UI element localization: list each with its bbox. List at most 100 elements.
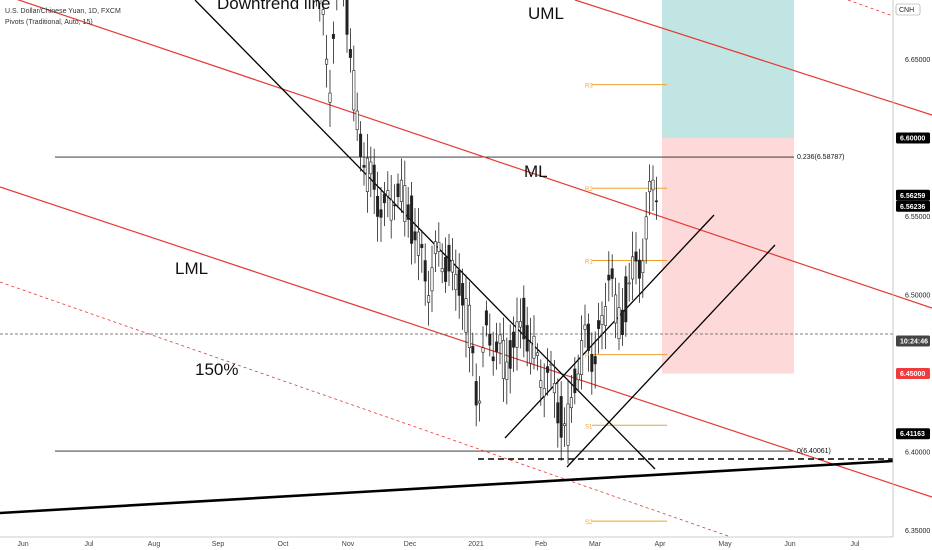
candle-body xyxy=(586,323,590,351)
candle-body xyxy=(610,268,614,279)
candle xyxy=(644,192,648,264)
candle xyxy=(481,326,485,368)
candle xyxy=(501,317,505,402)
y-tick-label: 6.40000 xyxy=(905,450,930,457)
candle-body xyxy=(515,321,519,348)
candle xyxy=(386,171,390,218)
candle xyxy=(508,324,512,394)
candle xyxy=(478,376,482,422)
pivot-label: R2 xyxy=(585,187,593,193)
candle-body xyxy=(597,320,601,329)
pct150-line xyxy=(0,281,729,537)
x-tick-label: Feb xyxy=(535,541,547,548)
candle xyxy=(450,238,454,291)
candle xyxy=(362,142,366,186)
candle xyxy=(484,300,488,337)
candle-body xyxy=(382,193,386,204)
uml-line xyxy=(574,0,932,116)
candle xyxy=(610,254,614,297)
candle xyxy=(614,277,618,339)
fib-label: 0.236(6.58787) xyxy=(797,154,844,161)
candle-body xyxy=(348,49,352,58)
candle-body xyxy=(396,183,400,198)
candle-body xyxy=(399,179,403,203)
candle xyxy=(467,281,471,373)
candle xyxy=(410,181,414,265)
candle-body xyxy=(535,352,539,356)
downtrend-label: Downtrend line xyxy=(217,0,330,13)
candle-body xyxy=(556,402,560,424)
candle xyxy=(328,69,332,127)
candle-body xyxy=(631,256,635,280)
candle xyxy=(345,0,349,53)
candle-body xyxy=(563,423,567,426)
candle-body xyxy=(522,297,526,340)
indicator-title: Pivots (Traditional, Auto, 15) xyxy=(5,19,93,26)
candle-body xyxy=(372,164,376,190)
price-tag-label: 10:24:46 xyxy=(900,339,928,346)
pivot-label: S1 xyxy=(585,424,593,430)
candle xyxy=(546,348,550,396)
candle-body xyxy=(386,190,390,197)
price-tag xyxy=(896,428,930,440)
candle xyxy=(403,160,407,237)
candle xyxy=(318,0,322,22)
candle xyxy=(491,331,495,376)
candle xyxy=(556,378,560,448)
candle xyxy=(440,243,444,284)
x-tick-label: Aug xyxy=(148,541,161,548)
candle-body xyxy=(501,340,505,379)
x-tick-label: Jun xyxy=(784,541,795,548)
price-tag xyxy=(896,132,930,144)
y-tick-label: 6.55000 xyxy=(905,214,930,221)
x-tick-label: Sep xyxy=(212,541,225,548)
candle xyxy=(379,187,383,243)
candle-body xyxy=(444,257,448,282)
candle-body xyxy=(532,335,536,359)
candle-body xyxy=(423,260,427,282)
y-tick-label: 6.50000 xyxy=(905,293,930,300)
candle xyxy=(365,133,369,213)
x-tick-label: Jul xyxy=(851,541,860,548)
y-tick-label: 6.35000 xyxy=(905,528,930,535)
candle xyxy=(454,249,458,311)
candle-body xyxy=(379,209,383,218)
candle-body xyxy=(352,70,356,111)
candle-body xyxy=(488,333,492,346)
candle xyxy=(389,175,393,239)
candle-body xyxy=(376,195,380,217)
candle xyxy=(573,357,577,405)
candle-body xyxy=(454,274,458,290)
x-tick-label: Dec xyxy=(404,541,417,548)
candle xyxy=(413,208,417,264)
candle-body xyxy=(617,307,621,340)
candle xyxy=(539,359,543,406)
candles xyxy=(315,0,658,464)
candle xyxy=(552,360,556,418)
candle-body xyxy=(369,161,373,175)
candle-body xyxy=(464,298,468,333)
candle-body xyxy=(427,295,431,303)
candle xyxy=(423,243,427,306)
uml-label: UML xyxy=(528,4,564,23)
candle-body xyxy=(576,373,580,381)
candle xyxy=(325,34,329,88)
price-tag xyxy=(896,189,930,201)
candle xyxy=(427,270,431,326)
candle xyxy=(457,253,461,319)
candle xyxy=(382,182,386,227)
candle-body xyxy=(328,92,332,103)
candle xyxy=(559,381,563,461)
candle xyxy=(359,121,363,172)
candle-body xyxy=(430,267,434,292)
candle-body xyxy=(512,331,516,348)
pivot-label: R3 xyxy=(585,84,593,90)
price-tag xyxy=(896,368,930,379)
candle xyxy=(343,0,345,7)
symbol-title: U.S. Dollar/Chinese Yuan, 1D, FXCM xyxy=(5,8,121,15)
candle xyxy=(420,229,424,273)
candle-body xyxy=(457,269,461,296)
candle xyxy=(600,301,604,350)
price-tag xyxy=(896,200,930,212)
